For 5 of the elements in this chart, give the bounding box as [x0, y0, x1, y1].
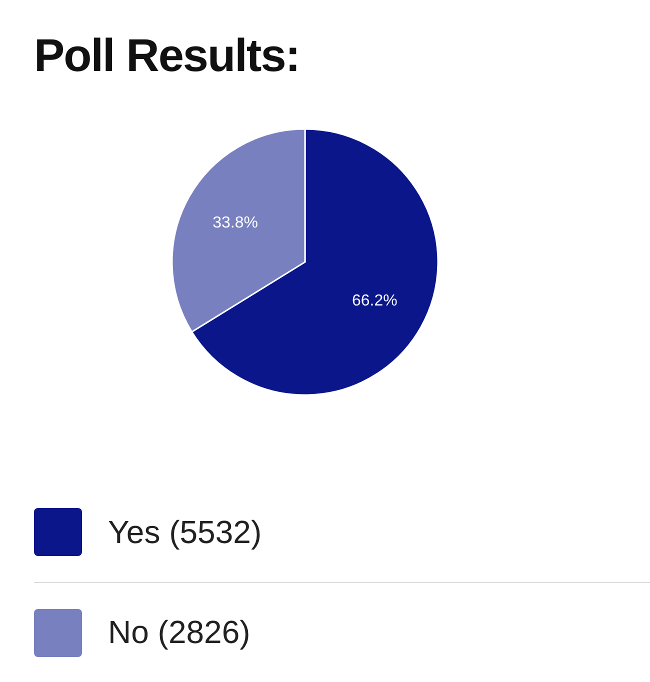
- legend-label: No (2826): [108, 614, 250, 651]
- chart-title: Poll Results:: [33, 28, 301, 82]
- data-label: 33.8%: [212, 214, 258, 232]
- legend-label: Yes (5532): [108, 514, 262, 550]
- data-label: 66.2%: [352, 292, 398, 310]
